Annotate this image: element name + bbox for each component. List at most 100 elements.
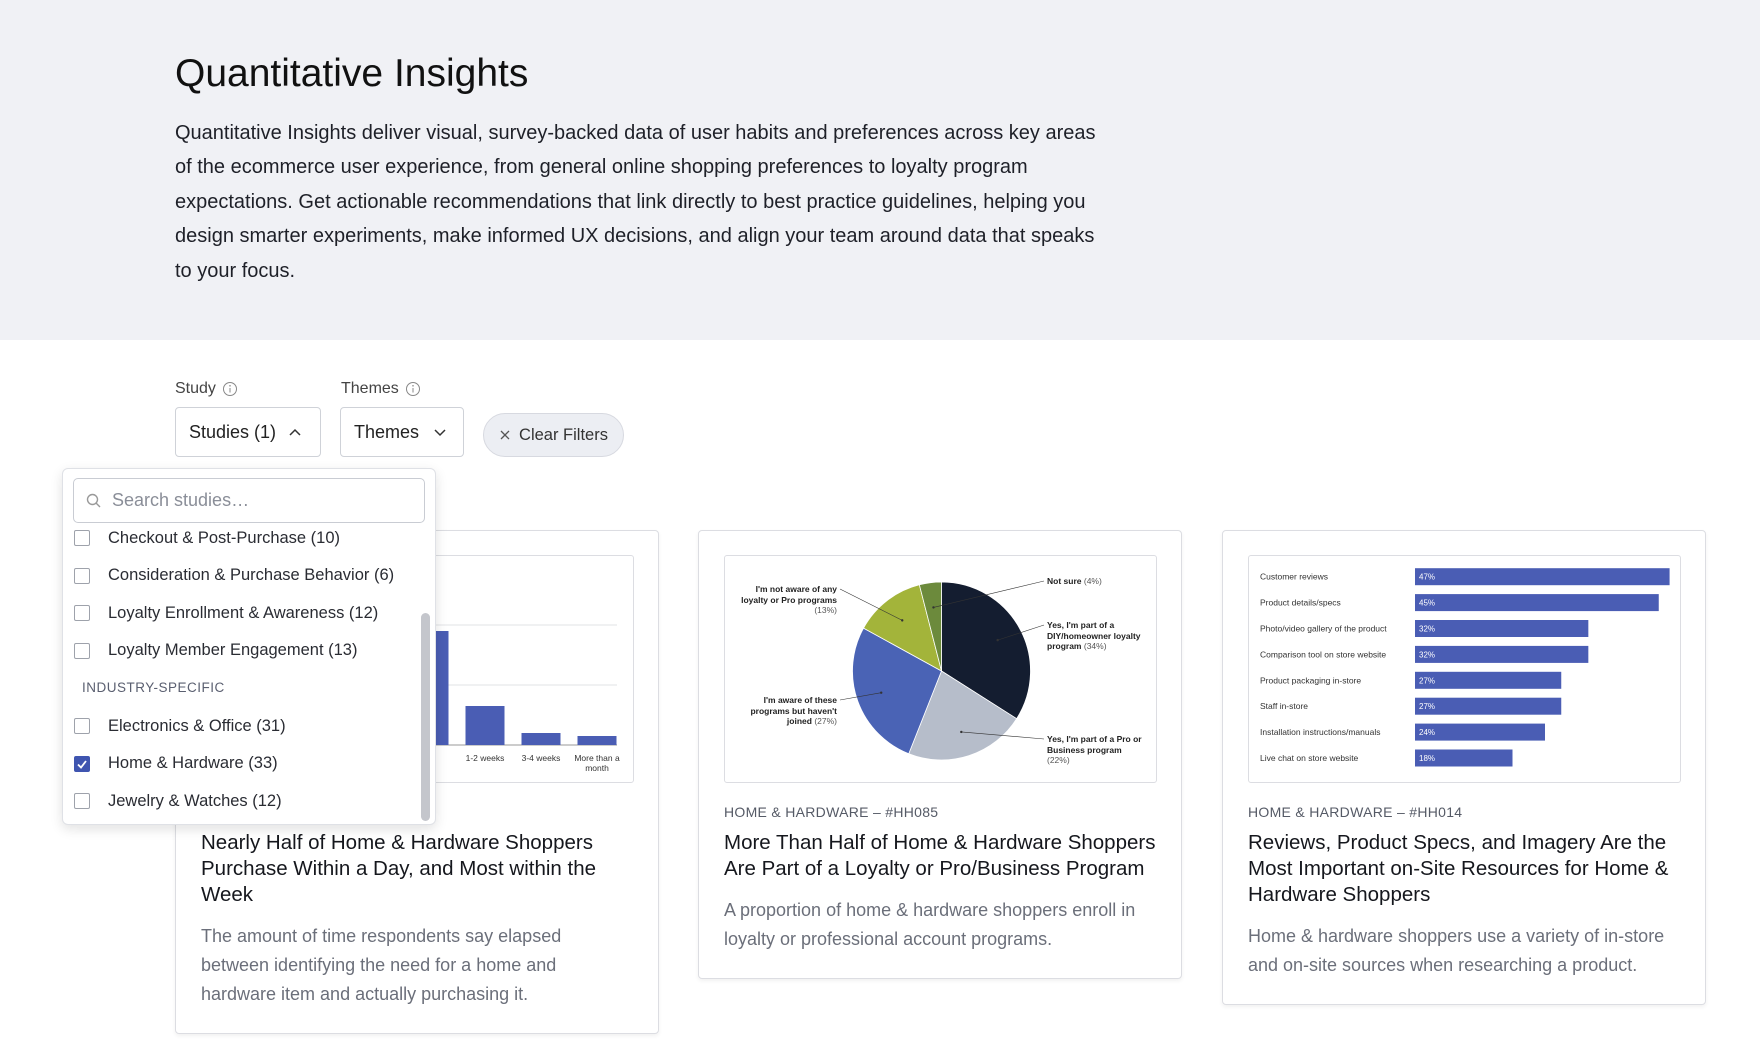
insight-card[interactable]: Customer reviews 47% Product details/specs… [1222,530,1706,1005]
themes-label: Themes [341,380,421,398]
bar-category-label: Installation instructions/manuals [1260,727,1380,737]
study-option[interactable]: Consideration & Purchase Behavior (6) [63,564,403,588]
bar [521,733,561,745]
button-text: Clear Filters [519,425,608,444]
card-description: Home & hardware shoppers use a variety o… [1248,926,1665,975]
study-label: Study [175,380,238,398]
bar-value-label: 32% [1419,650,1435,659]
option-label: Electronics & Office (31) [108,716,286,735]
info-icon[interactable] [222,381,238,397]
chart: Customer reviews 47% Product details/specs… [1260,568,1670,767]
bar-value-label: 27% [1419,676,1435,685]
leader-line [961,731,1045,740]
pie-label-value: (4%) [1083,576,1102,586]
leader-dot [960,730,963,734]
study-option[interactable]: Electronics & Office (31) [63,714,403,738]
chart-thumbnail: Yes, I'm part of a DIY/homeowner loyalty… [724,555,1157,783]
study-list: Checkout & Post-Purchase (10) Considerati… [63,529,435,824]
bar-category-label: Live chat on store website [1260,753,1359,763]
pie-slice [862,584,943,672]
checkbox[interactable] [74,718,90,734]
checkbox[interactable] [74,605,90,622]
leader-line [933,580,1045,608]
checkbox[interactable] [74,530,90,546]
bar-value-label: 32% [1419,625,1435,634]
chart [839,580,1045,761]
card-title: More Than Half of Home & Hardware Shoppe… [724,831,1156,880]
pie-slice [918,581,942,672]
option-label: Jewelry & Watches (12) [108,791,282,810]
pie-label-name: Not sure [1047,576,1082,586]
pie-label-name: Yes, I'm part of a Pro or Business progr… [1047,734,1142,755]
button-text: Themes [354,421,420,442]
pie-label-name: Yes, I'm part of a DIY/homeowner loyalty… [1047,620,1141,651]
leader-dot [880,691,883,694]
pie-slice [941,581,1031,720]
bar [1415,697,1562,715]
info-icon[interactable] [405,381,421,397]
close-icon [500,430,510,440]
search-icon [86,493,101,507]
card-title: Nearly Half of Home & Hardware Shoppers … [201,831,596,906]
search-input[interactable]: Search studies… [73,478,425,523]
group-heading: INDUSTRY-SPECIFIC [82,680,225,696]
x-tick-label: 1-2 weeks [465,753,505,763]
pie-label: Yes, I'm part of a Pro or Business progr… [1047,734,1142,766]
themes-dropdown-button[interactable]: Themes [340,407,464,457]
card-description: The amount of time respondents say elaps… [201,926,562,1004]
bar [1415,723,1545,741]
leader-line [839,692,882,701]
clear-filters-button[interactable]: Clear Filters [483,413,624,457]
x-tick-label: 3-4 weeks [521,753,561,763]
leader-line [997,624,1045,641]
pie-label: Not sure (4%) [1047,576,1147,587]
page-description: Quantitative Insights deliver visual, su… [175,122,1096,282]
checkbox[interactable] [74,793,90,810]
study-option[interactable]: Loyalty Enrollment & Awareness (12) [63,601,403,625]
checkbox[interactable] [74,642,90,659]
bar-value-label: 27% [1419,702,1435,711]
label-text: Study [175,380,216,397]
leader-dot [932,606,935,609]
bar-value-label: 18% [1419,754,1435,763]
label-text: Themes [341,380,399,397]
study-option[interactable]: Jewelry & Watches (12) [63,789,403,813]
bar-category-label: Comparison tool on store website [1260,649,1386,659]
pie-label-value: (22%) [1047,755,1070,765]
bar-value-label: 45% [1419,599,1435,608]
pie-label-name: I'm not aware of any loyalty or Pro prog… [741,584,837,605]
insight-card[interactable]: Yes, I'm part of a DIY/homeowner loyalty… [698,530,1182,979]
study-dropdown-button[interactable]: Studies (1) [175,407,321,457]
checkbox[interactable] [74,567,90,584]
bar [465,706,505,745]
study-option[interactable]: Home & Hardware (33) [63,752,403,776]
option-label: Loyalty Member Engagement (13) [108,641,358,660]
pie-label: Yes, I'm part of a DIY/homeowner loyalty… [1047,620,1147,652]
bar [1415,671,1562,689]
option-label: Checkout & Post-Purchase (10) [108,529,341,547]
study-option[interactable]: Loyalty Member Engagement (13) [63,639,403,663]
bar-value-label: 24% [1419,728,1435,737]
card-description: A proportion of home & hardware shoppers… [724,900,1136,949]
bar [1415,749,1513,767]
pie-slice [908,670,1018,761]
option-label: Consideration & Purchase Behavior (6) [108,566,395,585]
scrollbar[interactable] [421,613,430,821]
pie-slice [852,627,943,755]
leader-dot [901,619,904,622]
search-placeholder: Search studies… [112,490,250,510]
leader-dot [996,638,999,642]
checkbox[interactable] [74,755,90,772]
chevron-up [289,428,301,436]
leader-line [839,588,903,621]
bar-category-label: Photo/video gallery of the product [1260,624,1387,634]
card-tag: HOME & HARDWARE – #HH085 [724,804,939,820]
check-mark [77,760,87,769]
pie-label-value: (34%) [1083,641,1107,651]
card-title: Reviews, Product Specs, and Imagery Are … [1248,831,1669,906]
bar-category-label: Product details/specs [1260,598,1341,608]
option-label: Home & Hardware (33) [108,754,278,773]
study-option[interactable]: Checkout & Post-Purchase (10) [63,529,403,550]
